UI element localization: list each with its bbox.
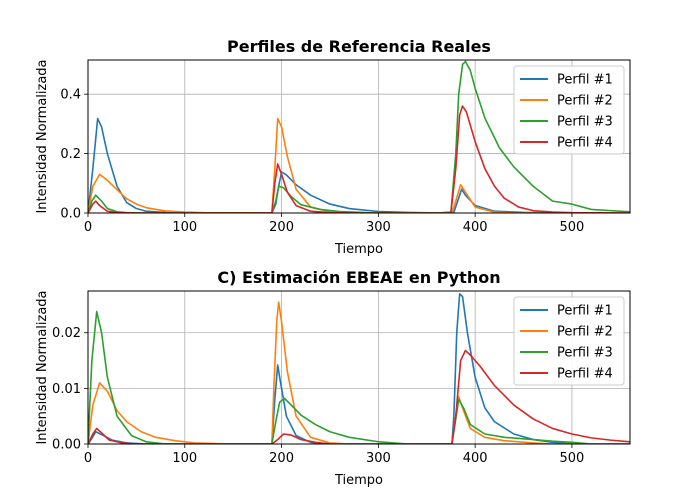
chart-title: C) Estimación EBEAE en Python xyxy=(217,268,500,287)
legend: Perfil #1 Perfil #2 Perfil #3 Perfil #4 xyxy=(513,296,625,386)
x-tick-label: 100 xyxy=(172,451,197,466)
y-axis-label: Intensidad Normalizada xyxy=(35,59,50,213)
x-tick-label: 400 xyxy=(463,451,488,466)
legend-label: Perfil #3 xyxy=(557,115,613,130)
legend-label: Perfil #4 xyxy=(557,367,613,382)
y-tick-label: 0.01 xyxy=(52,382,81,397)
y-tick-label: 0.0 xyxy=(60,207,81,222)
series-line-3 xyxy=(88,310,630,444)
series-line-4 xyxy=(88,349,630,444)
legend-label: Perfil #4 xyxy=(557,136,613,151)
axes-frame xyxy=(87,290,631,445)
legend: Perfil #1 Perfil #2 Perfil #3 Perfil #4 xyxy=(513,65,625,155)
y-tick-label: 0.00 xyxy=(52,438,81,453)
chart-2: 0 100 200 300 400 500 0.00 0.01 0.02 C) Estimació… xyxy=(35,268,631,488)
legend-label: Perfil #3 xyxy=(557,346,613,361)
x-axis-label: Tiempo xyxy=(334,473,383,488)
series-line-2 xyxy=(88,117,630,213)
axes-frame xyxy=(87,59,631,214)
series-line-1 xyxy=(88,117,630,213)
chart-1: 0 100 200 300 400 500 0.0 0.2 0.4 Perfiles de Ref… xyxy=(35,37,631,257)
legend-box xyxy=(513,65,625,155)
x-tick-label: 100 xyxy=(172,220,197,235)
y-tick-label: 0.02 xyxy=(52,326,81,341)
x-tick-label: 0 xyxy=(84,451,92,466)
y-tick-label: 0.4 xyxy=(60,88,81,103)
x-tick-label: 200 xyxy=(269,220,294,235)
x-tick-label: 500 xyxy=(560,451,585,466)
x-tick-label: 300 xyxy=(366,451,391,466)
legend-label: Perfil #2 xyxy=(557,325,613,340)
legend-label: Perfil #1 xyxy=(557,304,613,319)
legend-label: Perfil #1 xyxy=(557,73,613,88)
x-axis-label: Tiempo xyxy=(334,242,383,257)
legend-label: Perfil #2 xyxy=(557,94,613,109)
x-tick-label: 500 xyxy=(560,220,585,235)
chart-title: Perfiles de Referencia Reales xyxy=(227,37,491,56)
series-group xyxy=(88,292,630,444)
y-axis-label: Intensidad Normalizada xyxy=(35,290,50,444)
x-tick-label: 0 xyxy=(84,220,92,235)
x-tick-label: 300 xyxy=(366,220,391,235)
legend-box xyxy=(513,296,625,386)
series-line-1 xyxy=(88,292,630,444)
x-tick-label: 400 xyxy=(463,220,488,235)
x-tick-label: 200 xyxy=(269,451,294,466)
y-tick-label: 0.2 xyxy=(60,147,81,162)
series-line-2 xyxy=(88,301,630,444)
